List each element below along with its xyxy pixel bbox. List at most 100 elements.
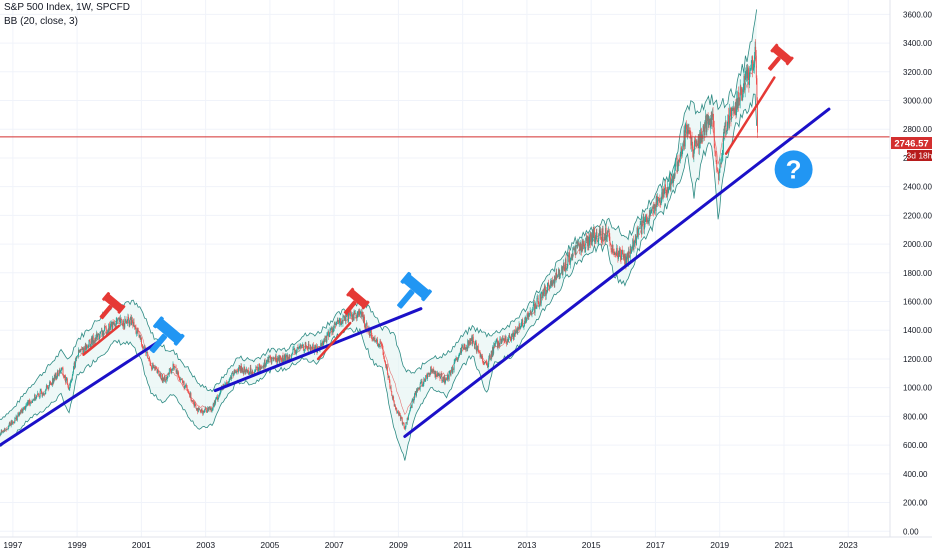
candle-body bbox=[745, 74, 747, 78]
candle-body bbox=[740, 86, 742, 88]
time-axis[interactable]: 1997 1999 2001 2003 2005 2007 2009 2011 2013 2015… bbox=[3, 540, 858, 550]
candle-body bbox=[718, 172, 720, 180]
candle-body bbox=[555, 276, 556, 280]
candle-body bbox=[569, 253, 571, 265]
candle-body bbox=[555, 272, 557, 280]
candle-body bbox=[694, 140, 695, 151]
candle-body bbox=[693, 150, 695, 157]
candle-body bbox=[225, 383, 226, 385]
candle-body bbox=[491, 350, 493, 357]
candle-body bbox=[325, 337, 327, 342]
candle-body bbox=[542, 292, 543, 298]
candle-body bbox=[703, 125, 705, 128]
x-tick-label: 2007 bbox=[325, 540, 344, 550]
candle-body bbox=[456, 358, 458, 360]
candle-body bbox=[597, 240, 599, 242]
candle-body bbox=[564, 259, 566, 272]
candle-body bbox=[276, 360, 278, 363]
candle-body bbox=[554, 276, 556, 284]
candle-body bbox=[33, 399, 35, 401]
gavel-icon bbox=[397, 271, 432, 309]
candle-body bbox=[326, 335, 328, 342]
candle-body bbox=[307, 343, 309, 350]
candle-body bbox=[128, 316, 129, 321]
candle-body bbox=[618, 250, 619, 259]
candle-body bbox=[53, 374, 55, 381]
candle-body bbox=[621, 250, 623, 260]
candle-body bbox=[262, 365, 264, 367]
candle-body bbox=[246, 368, 248, 373]
candle-body bbox=[312, 344, 314, 349]
candle-body bbox=[361, 312, 363, 317]
candle-body bbox=[538, 302, 540, 307]
candle-body bbox=[165, 377, 167, 382]
candle-body bbox=[160, 373, 162, 379]
candle-body bbox=[90, 337, 92, 345]
candle-body bbox=[330, 327, 332, 329]
candle-body bbox=[170, 368, 171, 372]
symbol-title[interactable]: S&P 500 Index, 1W, SPCFD bbox=[4, 2, 130, 13]
candle-body bbox=[708, 121, 710, 125]
candle-body bbox=[500, 338, 501, 340]
candle-body bbox=[396, 411, 398, 413]
x-tick-label: 2001 bbox=[132, 540, 151, 550]
candle-body bbox=[591, 234, 593, 242]
y-tick-label: 600.00 bbox=[903, 441, 928, 450]
candle-body bbox=[294, 348, 296, 354]
candle-body bbox=[183, 381, 185, 389]
candle-body bbox=[731, 107, 733, 109]
candle-body bbox=[488, 358, 490, 365]
candle-body bbox=[133, 321, 134, 327]
candle-body bbox=[124, 319, 126, 328]
candle-body bbox=[432, 369, 433, 373]
candle-body bbox=[100, 330, 102, 332]
candle-body bbox=[55, 373, 57, 379]
candle-body bbox=[604, 237, 606, 241]
candle-body bbox=[11, 421, 13, 425]
candle-body bbox=[73, 366, 74, 373]
candle-body bbox=[167, 372, 169, 377]
candle-body bbox=[321, 341, 323, 347]
candle-body bbox=[310, 347, 312, 349]
candle-body bbox=[613, 253, 615, 255]
candle-body bbox=[718, 172, 720, 180]
candle-body bbox=[26, 404, 28, 406]
candle-body bbox=[87, 347, 89, 348]
candle-body bbox=[548, 286, 550, 289]
candle-body bbox=[190, 393, 192, 401]
candle-body bbox=[522, 326, 524, 327]
candle-body bbox=[64, 375, 66, 378]
gavel-icon bbox=[149, 316, 185, 354]
candle-body bbox=[360, 311, 362, 314]
candle-body bbox=[610, 244, 612, 250]
candle-body bbox=[427, 373, 429, 375]
candle-body bbox=[206, 411, 208, 413]
candle-body bbox=[479, 352, 480, 353]
candle-body bbox=[50, 383, 52, 384]
indicator-label[interactable]: BB (20, close, 3) bbox=[4, 16, 78, 27]
candle-body bbox=[661, 192, 663, 198]
candle-body bbox=[671, 176, 673, 180]
candle-body bbox=[259, 366, 261, 370]
candle-body bbox=[477, 346, 479, 348]
candle-body bbox=[234, 372, 236, 373]
candle-body bbox=[336, 319, 338, 323]
candle-body bbox=[629, 256, 631, 258]
candle-body bbox=[503, 338, 505, 341]
candle-body bbox=[596, 232, 598, 242]
candle-body bbox=[113, 323, 115, 326]
candle-body bbox=[82, 349, 84, 353]
candle-body bbox=[2, 431, 3, 433]
candle-body bbox=[277, 357, 279, 361]
candle-body bbox=[241, 368, 243, 372]
candle-body bbox=[671, 179, 673, 182]
candle-body bbox=[61, 368, 63, 369]
candle-body bbox=[42, 394, 44, 396]
candle-body bbox=[448, 375, 450, 380]
candle-body bbox=[129, 317, 131, 320]
candle-body bbox=[35, 398, 37, 400]
candle-body bbox=[156, 368, 158, 373]
candle-body bbox=[60, 370, 62, 371]
